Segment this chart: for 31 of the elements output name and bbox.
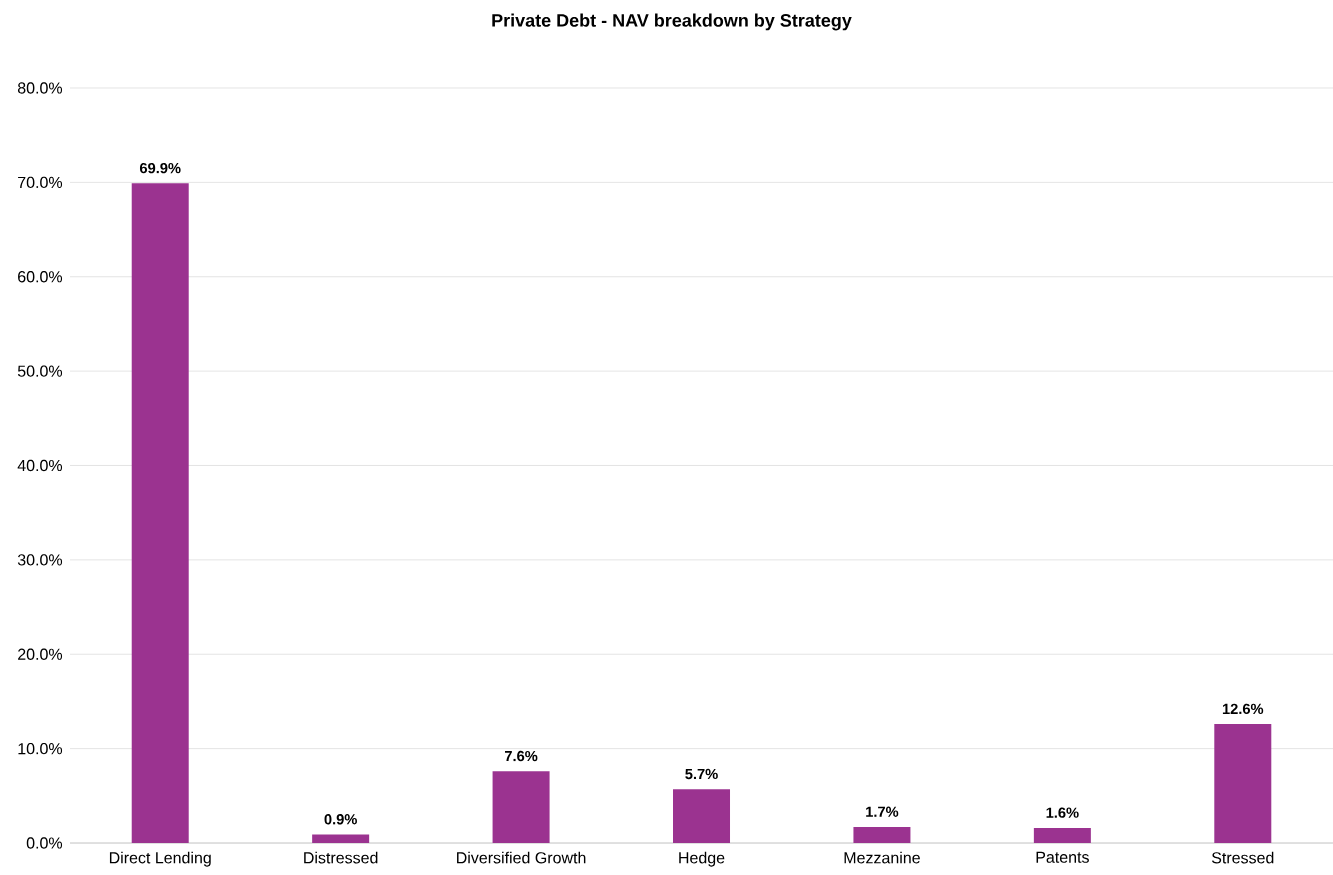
x-tick-label: Mezzanine xyxy=(844,851,920,864)
y-tick-label: 80.0% xyxy=(17,82,63,94)
y-tick-label: 40.0% xyxy=(17,459,63,472)
y-tick-label: 0.0% xyxy=(26,837,63,849)
data-label: 5.7% xyxy=(685,768,718,780)
x-tick-label: Distressed xyxy=(304,851,378,864)
y-tick-label: 70.0% xyxy=(18,176,63,189)
data-label: 7.6% xyxy=(504,750,538,762)
x-tick-label: Direct Lending xyxy=(109,851,211,867)
data-label: 12.6% xyxy=(1222,703,1264,715)
bar xyxy=(312,834,370,843)
y-tick-label: 20.0% xyxy=(18,648,63,660)
y-tick-label: 50.0% xyxy=(17,365,63,377)
x-tick-label: Stressed xyxy=(1211,851,1274,864)
bar xyxy=(131,183,189,843)
y-tick-label: 10.0% xyxy=(18,742,63,755)
bar xyxy=(1033,827,1091,843)
x-tick-label: Hedge xyxy=(679,851,725,867)
data-label: 1.6% xyxy=(1046,807,1079,818)
bar xyxy=(492,771,550,843)
bar xyxy=(853,826,911,843)
data-label: 1.7% xyxy=(866,806,899,817)
x-tick-label: Diversified Growth xyxy=(457,851,586,864)
data-label: 69.9% xyxy=(139,162,181,174)
chart-title: Private Debt - NAV breakdown by Strategy xyxy=(492,13,852,31)
y-tick-label: 60.0% xyxy=(18,271,63,283)
x-tick-label: Patents xyxy=(1036,851,1089,863)
bar xyxy=(673,789,731,843)
data-label: 0.9% xyxy=(324,814,357,825)
bar xyxy=(1214,724,1272,843)
y-tick-label: 30.0% xyxy=(17,554,63,566)
